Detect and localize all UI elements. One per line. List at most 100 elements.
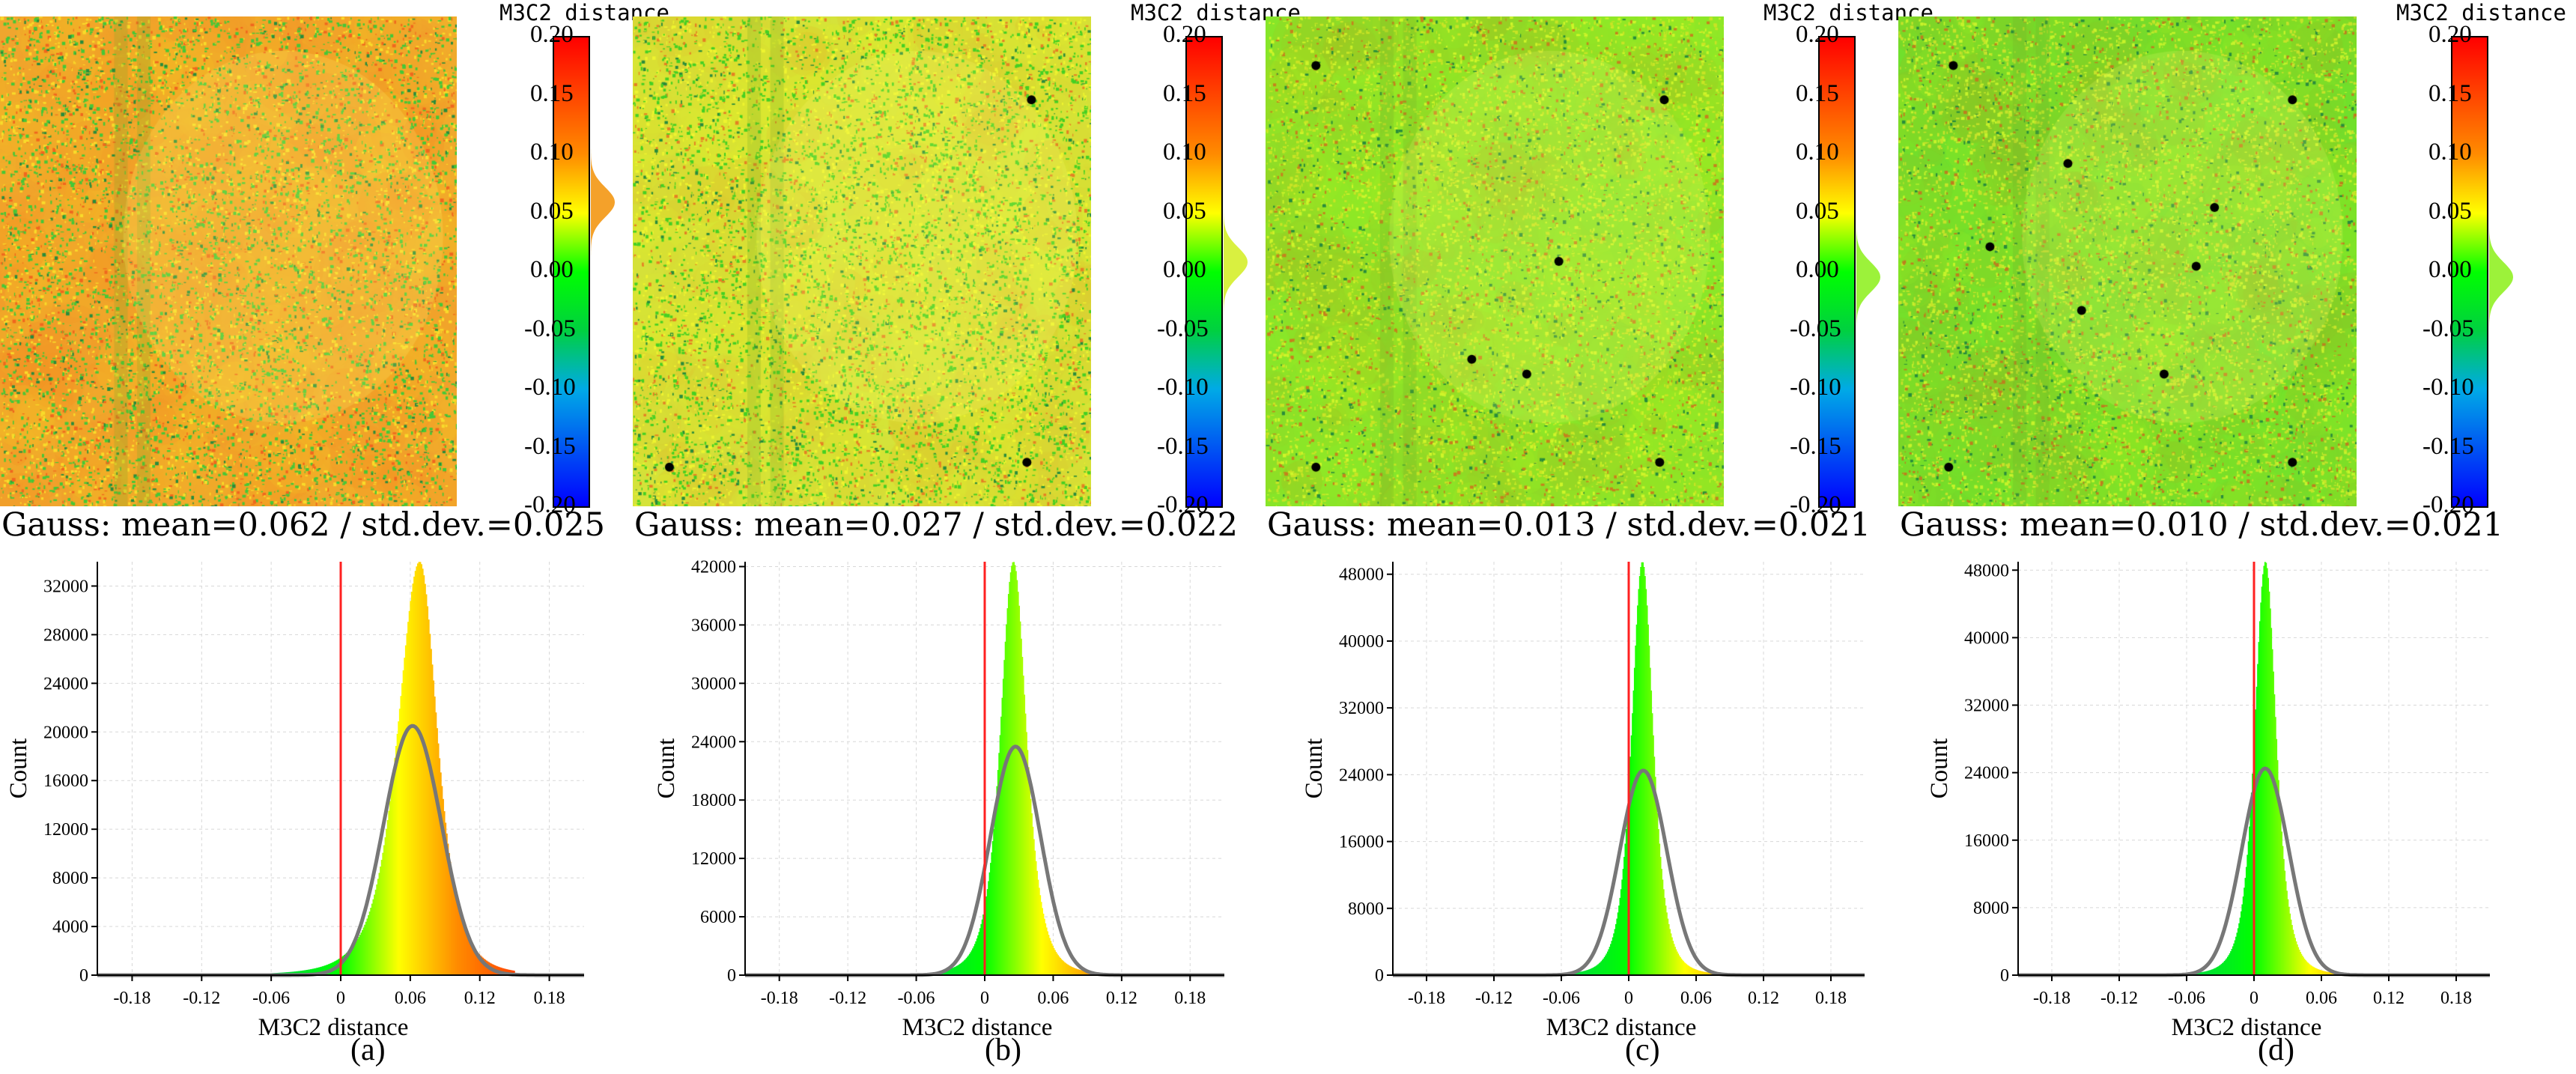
histogram-bar	[448, 853, 450, 975]
histogram-bar	[348, 950, 350, 975]
histogram-bar	[2287, 899, 2289, 975]
histogram-bar	[1705, 971, 1707, 975]
histogram-bar	[958, 964, 960, 975]
histogram-bar	[1638, 589, 1640, 975]
histogram-bar	[1059, 957, 1061, 975]
histogram-bar	[1583, 971, 1585, 975]
histogram-bar	[402, 670, 404, 975]
histogram-bar	[424, 583, 426, 975]
colorbar-b	[1185, 36, 1223, 508]
histogram-bar	[2255, 686, 2258, 975]
histogram-bar	[306, 969, 309, 975]
histogram-bar	[1581, 971, 1583, 975]
histogram-bar	[458, 908, 460, 975]
colorbar-tick: -0.20	[524, 491, 576, 518]
histogram-bar	[319, 967, 321, 975]
histogram-bar	[1618, 905, 1620, 975]
y-tick-label: 12000	[691, 849, 736, 869]
histogram-bar	[1615, 923, 1617, 975]
x-tick-label: 0.06	[1037, 989, 1069, 1008]
histogram-bar	[1021, 657, 1024, 975]
colorbar-c	[1818, 36, 1856, 508]
histogram-bar	[2318, 969, 2320, 975]
histogram-bar	[1014, 565, 1016, 975]
histogram-bar	[477, 953, 479, 975]
x-axis-label: M3C2 distance	[902, 1014, 1053, 1041]
colorbar-tick: 0.15	[1796, 79, 1839, 107]
histogram-bar	[952, 968, 954, 975]
histogram-bar	[396, 733, 398, 975]
histogram-bar	[2317, 968, 2319, 975]
histogram-bar	[1606, 953, 1608, 975]
histogram-bar	[356, 941, 358, 975]
histogram-bar	[1068, 965, 1070, 975]
colorbar-tick: 0.05	[1796, 197, 1839, 225]
histogram-bar	[2294, 938, 2296, 975]
histogram-bar	[2241, 911, 2242, 975]
histogram-bar	[1016, 580, 1018, 975]
histogram-bar	[2306, 961, 2308, 975]
histogram-bar	[1630, 735, 1632, 975]
histogram-bar	[1076, 968, 1078, 975]
panel-d: M3C2 distance 0.20 0.15 0.10 0.05 0.00 -0.05 -0…	[1898, 0, 2566, 1074]
histogram-bar	[981, 919, 983, 975]
histogram-bar	[389, 801, 392, 975]
x-tick-label: 0.12	[2373, 989, 2405, 1008]
histogram-bar	[2322, 971, 2324, 975]
histogram-bar	[2326, 971, 2328, 975]
colorbar-tick: -0.20	[1157, 491, 1209, 518]
histogram-bar	[447, 843, 449, 975]
histogram-bar	[436, 728, 438, 975]
histogram-bar	[1605, 955, 1607, 975]
histogram-bar	[1590, 968, 1592, 975]
histogram-bar	[440, 772, 442, 975]
histogram-bar	[1060, 959, 1063, 975]
histogram-bar	[305, 970, 307, 975]
histogram-bar	[309, 969, 311, 975]
histogram-bar	[374, 894, 376, 975]
histogram-bar	[1073, 968, 1075, 975]
histogram-bar	[1608, 949, 1610, 975]
histogram-bar	[1675, 949, 1677, 975]
y-tick-label: 32000	[1964, 697, 2009, 716]
histogram-bar	[2226, 958, 2228, 975]
histogram-bar	[483, 959, 485, 975]
x-tick-label: -0.06	[2168, 989, 2205, 1008]
colorbar-tick: 0.00	[1163, 256, 1206, 283]
histogram-bar	[349, 949, 352, 975]
histogram-bar	[1662, 879, 1664, 975]
histogram-bar	[1692, 968, 1694, 975]
histogram-bar	[1595, 965, 1597, 975]
histogram-bar	[430, 649, 432, 975]
histogram-bar	[1710, 972, 1713, 975]
histogram-bar	[1022, 676, 1024, 975]
histogram-bar	[2276, 738, 2278, 975]
histogram-bar	[2223, 962, 2225, 975]
histogram-bar	[1584, 971, 1586, 975]
histogram-bar	[475, 950, 477, 975]
colorbar-tick: 0.00	[1796, 256, 1839, 283]
histogram-bar	[2202, 971, 2204, 975]
x-tick-label: -0.06	[898, 989, 935, 1008]
histogram-bar	[985, 896, 988, 975]
histogram-bar	[1048, 938, 1051, 975]
histogram-bar	[1645, 589, 1647, 975]
histogram-bar	[472, 946, 475, 975]
histogram-bar	[996, 786, 998, 975]
colorbar-tick: 0.15	[2428, 79, 2472, 107]
y-tick-label: 48000	[1964, 561, 2009, 580]
histogram-bar	[1696, 969, 1698, 975]
histogram-bar	[392, 769, 395, 975]
histogram-bar	[297, 971, 300, 975]
histogram-bar	[972, 948, 974, 975]
histogram-bar	[1084, 971, 1086, 975]
histogram-bar	[1603, 958, 1605, 975]
colorbar-distribution-bump	[2489, 195, 2513, 345]
histogram-bar	[1082, 971, 1084, 975]
histogram-bar	[366, 918, 368, 975]
histogram-bar	[1589, 968, 1591, 975]
histogram-bar	[368, 911, 371, 975]
histogram-bar	[1057, 955, 1060, 975]
histogram-bar	[2281, 831, 2282, 975]
